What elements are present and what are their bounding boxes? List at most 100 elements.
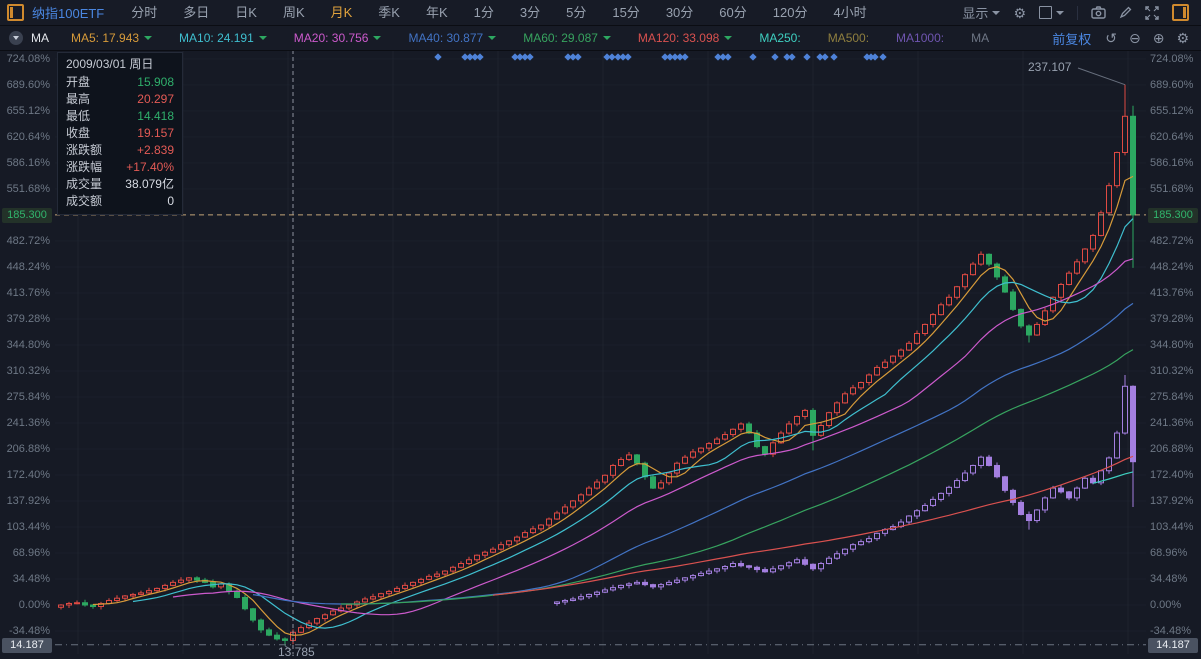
y-axis-label-left: 172.40% — [6, 468, 50, 481]
zoom-in-icon[interactable]: ⊕ — [1152, 30, 1165, 46]
side-panel-toggle-icon[interactable] — [1172, 4, 1189, 21]
overlay-candle-body — [674, 579, 680, 583]
y-axis-label-right: 275.84% — [1150, 390, 1194, 403]
overlay-candle-body — [842, 548, 848, 555]
ma-item-ma40[interactable]: MA40: 30.877 — [408, 31, 497, 45]
tab-5分[interactable]: 5分 — [566, 5, 587, 20]
tab-月K[interactable]: 月K — [330, 5, 353, 20]
pencil-draw-icon[interactable] — [1119, 6, 1132, 19]
kline-window-icon[interactable] — [7, 4, 24, 21]
tab-分时[interactable]: 分时 — [131, 5, 158, 20]
tab-30分[interactable]: 30分 — [665, 5, 694, 20]
y-axis-label-left: 448.24% — [6, 260, 50, 273]
tab-3分[interactable]: 3分 — [519, 5, 541, 20]
event-marker-icon — [476, 53, 484, 61]
overlay-candle-body — [1018, 501, 1024, 515]
main-candle-body — [978, 253, 984, 265]
min-price-badge-left: 14.187 — [2, 638, 52, 653]
ma-item-ma[interactable]: MA — [971, 31, 990, 45]
ma-item-ma5[interactable]: MA5: 17.943 — [71, 31, 153, 45]
main-candle-body — [242, 596, 248, 610]
chart-layout-dropdown[interactable] — [1039, 6, 1064, 19]
ma-item-ma10[interactable]: MA10: 24.191 — [179, 31, 267, 45]
tab-120分[interactable]: 120分 — [772, 5, 808, 20]
display-dropdown[interactable]: 显示 — [962, 3, 1001, 22]
main-candle-body — [466, 559, 472, 565]
ma-line-20 — [172, 258, 1134, 616]
main-candle-body — [818, 425, 824, 436]
ma-line-60 — [341, 349, 1134, 605]
overlay-candle-body — [562, 599, 568, 603]
overlay-candle-body — [1034, 509, 1040, 522]
main-candle-body — [394, 587, 400, 592]
main-candle-body — [762, 446, 768, 455]
tab-多日[interactable]: 多日 — [183, 5, 210, 20]
tab-季K[interactable]: 季K — [378, 5, 400, 20]
camera-icon[interactable] — [1091, 6, 1106, 19]
ma-item-ma1000[interactable]: MA1000: — [896, 31, 945, 45]
event-marker-icon — [434, 53, 442, 61]
ma-caret-icon — [488, 36, 497, 40]
overlay-candle-body — [666, 581, 672, 586]
y-axis-label-right: 172.40% — [1150, 468, 1194, 481]
overlay-candle-body — [690, 575, 696, 579]
overlay-candle-body — [746, 565, 752, 568]
collapse-indicator-icon[interactable] — [9, 31, 23, 45]
main-candle-body — [882, 361, 888, 368]
main-candle-body — [178, 579, 184, 583]
main-candle-body — [370, 596, 376, 600]
y-axis-label-left: 551.68% — [6, 182, 50, 195]
symbol-name[interactable]: 纳指100ETF — [32, 6, 105, 21]
main-candle-body — [250, 608, 256, 621]
main-candle-body — [386, 590, 392, 595]
ma-item-ma60[interactable]: MA60: 29.087 — [523, 31, 611, 45]
kline-chart[interactable] — [0, 50, 1201, 654]
y-axis-label-right: -34.48% — [1150, 625, 1191, 637]
settings-icon[interactable]: ⚙ — [1013, 4, 1026, 21]
overlay-candle-body — [826, 557, 832, 565]
y-axis-label-left: 0.00% — [18, 599, 50, 611]
y-axis-label-left: 275.84% — [6, 390, 50, 403]
zoom-out-icon[interactable]: ⊖ — [1128, 30, 1141, 46]
tooltip-row-成交额: 成交额 0 — [66, 194, 174, 208]
tab-15分[interactable]: 15分 — [612, 5, 640, 20]
main-candle-body — [850, 387, 856, 395]
ma-item-ma250[interactable]: MA250: — [759, 31, 801, 45]
ma-caret-icon — [258, 36, 267, 40]
main-candle-body — [570, 500, 576, 508]
ma-item-ma120[interactable]: MA120: 33.098 — [638, 31, 733, 45]
tab-60分[interactable]: 60分 — [719, 5, 747, 20]
main-candle-body — [650, 476, 656, 489]
main-candle-body — [586, 487, 592, 496]
ma-caret-icon — [724, 36, 733, 40]
tab-周K[interactable]: 周K — [282, 5, 305, 20]
ma-item-ma20[interactable]: MA20: 30.756 — [294, 31, 382, 45]
overlay-candle-body — [1042, 497, 1048, 511]
tooltip-date: 2009/03/01 周日 — [66, 57, 154, 71]
undo-icon[interactable]: ↺ — [1105, 30, 1117, 46]
indicator-settings-icon[interactable]: ⚙ — [1176, 30, 1189, 46]
tab-1分[interactable]: 1分 — [473, 5, 494, 20]
y-axis-label-left: 379.28% — [6, 312, 50, 325]
main-candle-body — [154, 587, 160, 592]
tab-日K[interactable]: 日K — [235, 5, 257, 20]
overlay-candle-body — [874, 532, 880, 540]
main-candle-body — [642, 462, 648, 478]
main-candle-body — [450, 566, 456, 572]
main-candle-body — [690, 451, 696, 458]
overlay-candle-body — [866, 538, 872, 543]
main-candle-body — [426, 575, 432, 580]
y-axis-label-left: 724.08% — [6, 52, 50, 65]
main-candle-body — [986, 253, 992, 265]
current-price-badge-left: 185.300 — [2, 208, 52, 223]
tab-年K[interactable]: 年K — [425, 5, 448, 20]
tooltip-row-最高: 最高 20.297 — [66, 92, 174, 106]
y-axis-label-right: 241.36% — [1150, 416, 1194, 429]
adjust-mode-button[interactable]: 前复权 — [1052, 31, 1092, 47]
overlay-candle-body — [786, 562, 792, 567]
ma-item-ma500[interactable]: MA500: — [827, 31, 870, 45]
overlay-candle-body — [954, 480, 960, 488]
fullscreen-icon[interactable] — [1145, 5, 1159, 20]
main-candle-body — [122, 595, 128, 599]
tab-4小时[interactable]: 4小时 — [833, 5, 867, 20]
